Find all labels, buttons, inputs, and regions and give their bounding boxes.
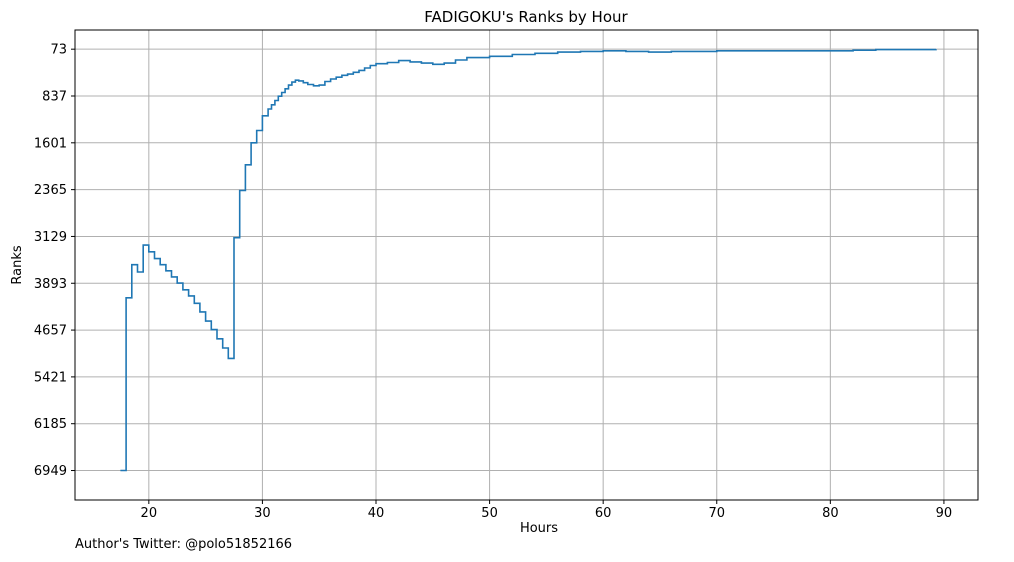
x-tick-label: 70 bbox=[708, 506, 725, 521]
y-tick-label: 6185 bbox=[34, 417, 67, 432]
y-axis-ticks: 73 837 1601 2365 3129 3893 4657 5421 6185 6949 bbox=[34, 43, 75, 479]
x-tick-label: 40 bbox=[368, 506, 385, 521]
author-credit: Author's Twitter: @polo51852166 bbox=[75, 537, 293, 552]
y-tick-label: 73 bbox=[50, 43, 67, 58]
x-axis-label: Hours bbox=[520, 521, 558, 536]
y-tick-label: 5421 bbox=[34, 370, 67, 385]
y-tick-label: 2365 bbox=[34, 183, 67, 198]
chart-title: FADIGOKU's Ranks by Hour bbox=[424, 8, 628, 26]
x-tick-label: 60 bbox=[595, 506, 612, 521]
y-tick-label: 3129 bbox=[34, 230, 67, 245]
y-tick-label: 1601 bbox=[34, 136, 67, 151]
x-tick-label: 30 bbox=[254, 506, 271, 521]
x-tick-label: 20 bbox=[141, 506, 158, 521]
x-tick-label: 80 bbox=[822, 506, 839, 521]
x-tick-label: 90 bbox=[936, 506, 953, 521]
y-tick-label: 3893 bbox=[34, 277, 67, 292]
y-tick-label: 4657 bbox=[34, 324, 67, 339]
y-tick-label: 837 bbox=[42, 89, 67, 104]
x-axis-ticks: 20 30 40 50 60 70 80 90 bbox=[141, 500, 953, 521]
plot-frame bbox=[74, 29, 979, 501]
grid-lines bbox=[75, 30, 978, 500]
y-axis-label: Ranks bbox=[10, 245, 25, 284]
rank-series-line bbox=[120, 48, 937, 472]
y-tick-label: 6949 bbox=[34, 464, 67, 479]
x-tick-label: 50 bbox=[481, 506, 498, 521]
